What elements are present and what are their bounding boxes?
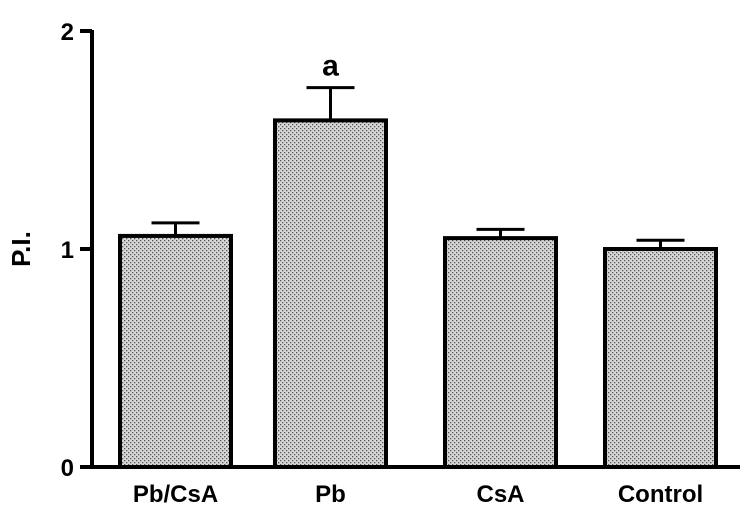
- x-tick-label: CsA: [476, 481, 524, 508]
- bar: [118, 233, 233, 469]
- x-tick-label: Pb/CsA: [133, 481, 218, 508]
- y-axis-title: P.I.: [6, 231, 36, 267]
- bar: [603, 247, 718, 469]
- x-tick-label: Pb: [315, 481, 346, 508]
- y-tick-label: 2: [61, 19, 74, 46]
- y-tick-label: 0: [61, 455, 74, 482]
- x-tick-label: Control: [618, 481, 703, 508]
- axes: Pb/CsA Pb CsA Control 0 1 2: [61, 19, 740, 508]
- bar: [273, 118, 388, 469]
- bar: [443, 236, 558, 469]
- bars-layer: a: [118, 50, 718, 469]
- significance-label: a: [322, 50, 339, 83]
- y-tick-label: 1: [61, 237, 74, 264]
